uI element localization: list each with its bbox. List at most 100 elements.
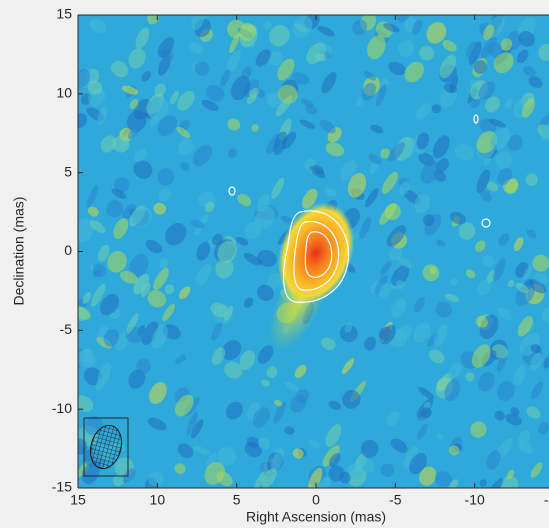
texture-blob — [507, 279, 515, 288]
y-tick-label: 10 — [56, 85, 72, 101]
texture-blob — [308, 439, 320, 449]
texture-blob — [465, 269, 476, 279]
texture-blob — [257, 284, 274, 302]
texture-blob — [480, 190, 492, 202]
texture-blob — [381, 171, 398, 194]
texture-blob — [312, 164, 325, 175]
texture-blob — [147, 417, 167, 431]
texture-blob — [390, 438, 408, 453]
texture-blob — [257, 249, 277, 268]
contours — [228, 114, 491, 303]
texture-blob — [530, 462, 543, 478]
texture-blob — [128, 48, 146, 69]
texture-blob — [321, 71, 337, 94]
texture-blob — [449, 277, 458, 286]
texture-blob — [174, 394, 194, 417]
texture-blob — [493, 257, 506, 282]
texture-blob — [89, 220, 106, 234]
texture-blob — [266, 366, 278, 379]
texture-blob — [157, 167, 175, 186]
texture-blob — [473, 60, 487, 74]
texture-blob — [541, 119, 549, 141]
texture-blob — [420, 160, 440, 184]
texture-blob — [359, 216, 372, 239]
texture-blob — [261, 379, 270, 387]
texture-blob — [374, 274, 388, 295]
texture-blob — [188, 42, 204, 54]
texture-blob — [273, 401, 286, 424]
texture-blob — [271, 449, 284, 473]
texture-blob — [370, 124, 384, 134]
texture-blob — [475, 315, 488, 328]
texture-blob — [543, 355, 549, 369]
texture-blob — [153, 267, 169, 291]
texture-blob — [239, 23, 257, 42]
texture-blob — [134, 147, 147, 163]
texture-blob — [505, 413, 522, 426]
texture-blob — [113, 176, 130, 193]
texture-blob — [131, 206, 152, 228]
texture-blob — [129, 254, 149, 278]
texture-blob — [78, 438, 88, 456]
texture-blob — [112, 474, 125, 487]
texture-blob — [243, 297, 254, 308]
texture-blob — [194, 61, 210, 76]
texture-blob — [128, 123, 141, 140]
texture-blob — [383, 23, 400, 33]
texture-blob — [251, 124, 259, 132]
texture-blob — [523, 66, 536, 77]
texture-blob — [530, 381, 544, 400]
texture-blob — [407, 136, 420, 157]
texture-blob — [344, 321, 353, 333]
texture-blob — [361, 82, 376, 101]
texture-blob — [190, 219, 205, 229]
y-tick-label: 0 — [64, 242, 72, 258]
texture-blob — [80, 347, 93, 363]
texture-blob — [375, 83, 387, 107]
contour — [282, 210, 350, 303]
texture-blob — [78, 218, 94, 243]
texture-blob — [255, 49, 271, 67]
texture-blob — [227, 118, 241, 131]
texture-blob — [145, 239, 163, 254]
texture-blob — [493, 52, 514, 74]
texture-blob — [301, 188, 318, 209]
texture-blob — [454, 143, 474, 161]
core-emission — [277, 202, 355, 304]
texture-blob — [436, 239, 446, 247]
texture-blob — [518, 31, 535, 47]
texture-blob — [158, 188, 171, 202]
texture-blob — [525, 173, 538, 186]
texture-blob — [475, 240, 486, 252]
texture-blob — [432, 135, 450, 159]
texture-blob — [186, 411, 198, 436]
texture-blob — [314, 476, 331, 488]
texture-blob — [278, 84, 298, 104]
texture-blob — [149, 382, 167, 404]
texture-blob — [500, 475, 519, 488]
texture-blob — [339, 324, 358, 343]
texture-blob — [140, 282, 151, 297]
texture-blob — [448, 445, 460, 456]
texture-blob — [257, 345, 274, 365]
texture-blob — [517, 315, 533, 337]
texture-blob — [154, 83, 166, 97]
texture-blob — [315, 53, 326, 62]
texture-blob — [418, 386, 435, 400]
texture-blob — [225, 401, 243, 420]
texture-blob — [254, 206, 276, 229]
texture-blob — [180, 162, 190, 171]
texture-blob — [217, 240, 237, 264]
texture-blob — [299, 119, 315, 129]
texture-blob — [273, 399, 283, 407]
texture-blob — [290, 394, 307, 413]
texture-blob — [367, 35, 386, 60]
texture-blob — [488, 118, 506, 128]
y-axis-label: Declination (mas) — [11, 197, 27, 306]
texture-blob — [380, 261, 392, 276]
texture-blob — [268, 51, 283, 66]
texture-blob — [398, 181, 411, 195]
plot-area — [78, 15, 549, 488]
texture-blob — [308, 467, 323, 488]
